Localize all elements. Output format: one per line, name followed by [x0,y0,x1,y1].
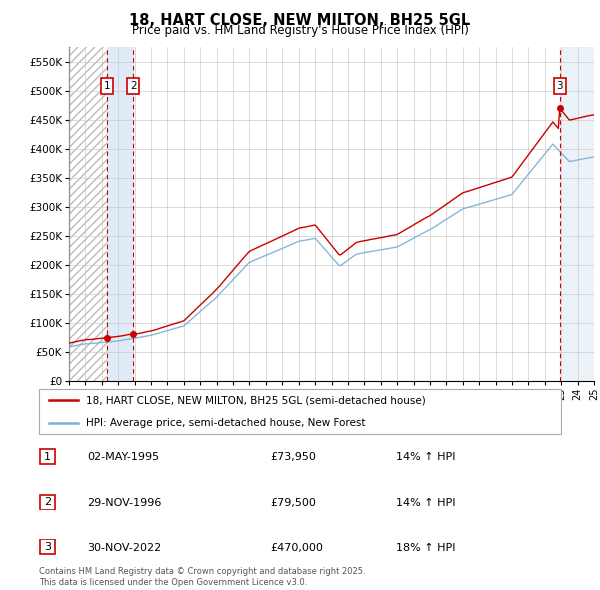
Text: 1: 1 [104,81,110,91]
Text: 3: 3 [44,542,51,552]
Text: 1: 1 [44,452,51,461]
Text: Contains HM Land Registry data © Crown copyright and database right 2025.
This d: Contains HM Land Registry data © Crown c… [39,568,365,586]
Text: 2: 2 [44,497,51,507]
Text: 29-NOV-1996: 29-NOV-1996 [87,498,161,507]
Text: HPI: Average price, semi-detached house, New Forest: HPI: Average price, semi-detached house,… [86,418,365,428]
Bar [107,47,133,381]
Text: 14% ↑ HPI: 14% ↑ HPI [396,498,455,507]
Text: £73,950: £73,950 [270,453,316,462]
Text: 18, HART CLOSE, NEW MILTON, BH25 5GL (semi-detached house): 18, HART CLOSE, NEW MILTON, BH25 5GL (se… [86,395,426,405]
Text: 18% ↑ HPI: 18% ↑ HPI [396,543,455,552]
Text: 30-NOV-2022: 30-NOV-2022 [87,543,161,552]
Text: Price paid vs. HM Land Registry's House Price Index (HPI): Price paid vs. HM Land Registry's House … [131,24,469,37]
Text: £79,500: £79,500 [270,498,316,507]
Text: 2: 2 [130,81,136,91]
Text: 02-MAY-1995: 02-MAY-1995 [87,453,159,462]
Text: 18, HART CLOSE, NEW MILTON, BH25 5GL: 18, HART CLOSE, NEW MILTON, BH25 5GL [130,12,470,28]
Text: 3: 3 [556,81,563,91]
Text: £470,000: £470,000 [270,543,323,552]
Bar [560,47,594,381]
Text: 14% ↑ HPI: 14% ↑ HPI [396,453,455,462]
Bar [69,47,107,381]
